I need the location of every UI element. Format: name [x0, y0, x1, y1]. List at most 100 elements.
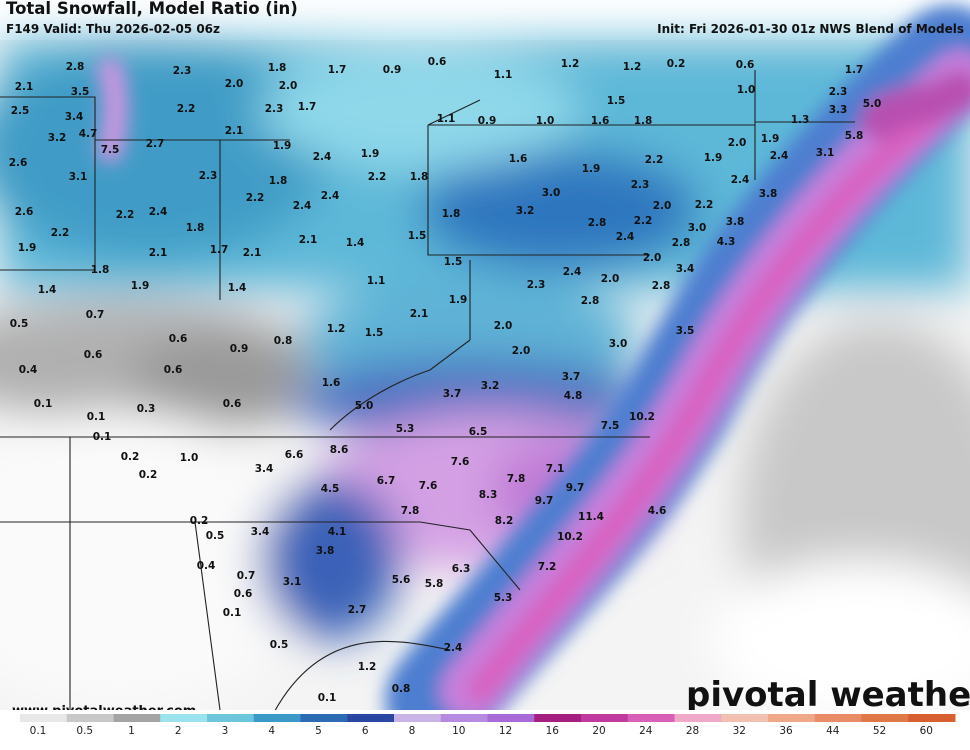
snowfall-label: 2.2: [645, 154, 664, 166]
colorbar-label: 24: [639, 725, 653, 737]
snowfall-label: 2.8: [652, 280, 671, 292]
snowfall-label: 0.6: [736, 59, 755, 71]
snowfall-label: 1.2: [327, 323, 346, 335]
snowfall-label: 1.1: [367, 275, 386, 287]
snowfall-label: 3.7: [562, 371, 581, 383]
snowfall-label: 11.4: [578, 511, 604, 523]
snowfall-label: 2.2: [695, 199, 714, 211]
title: Total Snowfall, Model Ratio (in): [6, 0, 298, 18]
snowfall-label: 2.0: [512, 345, 531, 357]
colorbar-swatch: [768, 714, 816, 722]
snowfall-label: 5.0: [355, 400, 374, 412]
colorbar: 0.1 0.5 1 2 3 4 5 6 8 10 12 16 20 24 28 32 36 44 52 60: [20, 714, 956, 737]
snowfall-label: 2.4: [770, 150, 789, 162]
snowfall-label: 2.7: [348, 604, 367, 616]
snowfall-label: 7.1: [546, 463, 565, 475]
snowfall-label: 6.7: [377, 475, 396, 487]
snowfall-label: 1.2: [623, 61, 642, 73]
snowfall-label: 0.1: [318, 692, 337, 704]
snowfall-label: 2.0: [225, 78, 244, 90]
snowfall-label: 0.5: [10, 318, 29, 330]
snowfall-label: 7.2: [538, 561, 557, 573]
colorbar-swatch: [627, 714, 675, 722]
snowfall-label: 2.6: [9, 157, 28, 169]
snowfall-label: 0.1: [34, 398, 53, 410]
snowfall-label: 5.0: [863, 98, 882, 110]
colorbar-label: 44: [826, 725, 840, 737]
snowfall-label: 8.3: [479, 489, 498, 501]
snowfall-label: 2.3: [199, 170, 218, 182]
snowfall-label: 1.8: [186, 222, 205, 234]
snowfall-label: 8.2: [495, 515, 514, 527]
snowfall-label: 1.1: [437, 113, 456, 125]
colorbar-label: 32: [733, 725, 746, 737]
snowfall-label: 7.5: [601, 420, 620, 432]
logo: pivotal weather: [686, 675, 970, 715]
snowfall-label: 2.1: [299, 234, 318, 246]
snowfall-label: 0.9: [230, 343, 249, 355]
colorbar-label: 4: [268, 725, 275, 737]
snowfall-label: 2.8: [66, 61, 85, 73]
snowfall-label: 1.9: [449, 294, 468, 306]
snowfall-label: 0.6: [164, 364, 183, 376]
snowfall-label: 3.1: [69, 171, 88, 183]
snowfall-label: 0.6: [223, 398, 242, 410]
snowfall-label: 7.5: [101, 144, 120, 156]
colorbar-label: 10: [452, 725, 465, 737]
snowfall-label: 3.3: [829, 104, 848, 116]
snowfall-label: 0.2: [139, 469, 158, 481]
colorbar-swatch: [253, 714, 301, 722]
snowfall-label: 2.3: [173, 65, 192, 77]
colorbar-label: 20: [592, 725, 605, 737]
snowfall-label: 2.3: [527, 279, 546, 291]
snowfall-label: 2.7: [146, 138, 165, 150]
snowfall-label: 2.0: [601, 273, 620, 285]
snowfall-label: 1.0: [737, 84, 756, 96]
snowfall-label: 4.1: [328, 526, 347, 538]
snowfall-label: 1.5: [607, 95, 626, 107]
snowfall-label: 0.7: [237, 570, 256, 582]
snowfall-label: 0.4: [19, 364, 38, 376]
colorbar-swatch: [674, 714, 722, 722]
snowfall-label: 2.8: [588, 217, 607, 229]
snowfall-label: 0.6: [234, 588, 253, 600]
snowfall-label: 5.8: [425, 578, 444, 590]
snowfall-label: 2.4: [149, 206, 168, 218]
snowfall-label: 1.7: [298, 101, 317, 113]
snowfall-label: 3.4: [255, 463, 274, 475]
snowfall-label: 1.9: [131, 280, 150, 292]
snowfall-label: 9.7: [535, 495, 554, 507]
snowfall-label: 0.3: [137, 403, 156, 415]
snowfall-label: 2.3: [631, 179, 650, 191]
snowfall-label: 3.1: [816, 147, 835, 159]
snowfall-label: 1.4: [228, 282, 247, 294]
snowfall-label: 2.2: [246, 192, 265, 204]
snowfall-label: 3.4: [676, 263, 695, 275]
snowfall-label: 2.6: [15, 206, 34, 218]
snowfall-label: 0.2: [667, 58, 686, 70]
colorbar-swatch: [347, 714, 395, 722]
snowfall-label: 1.7: [845, 64, 864, 76]
colorbar-label: 16: [546, 725, 560, 737]
colorbar-swatch: [721, 714, 769, 722]
snowfall-label: 0.6: [84, 349, 103, 361]
snowfall-label: 3.2: [481, 380, 500, 392]
snowfall-label: 1.4: [38, 284, 57, 296]
snowfall-label: 9.7: [566, 482, 585, 494]
map-labels: 2.82.1 3.52.5 3.44.73.27.5 2.72.63.12.32.01…: [9, 56, 882, 704]
snowfall-label: 0.5: [270, 639, 289, 651]
snowfall-label: 7.8: [507, 473, 526, 485]
snowfall-label: 3.0: [542, 187, 561, 199]
snowfall-label: 0.6: [169, 333, 188, 345]
snowfall-label: 1.7: [210, 244, 229, 256]
snowfall-label: 4.5: [321, 483, 340, 495]
snowfall-label: 2.1: [225, 125, 244, 137]
colorbar-label: 36: [779, 725, 793, 737]
snowfall-label: 3.8: [316, 545, 335, 557]
snowfall-label: 4.6: [648, 505, 667, 517]
colorbar-swatch: [581, 714, 629, 722]
snowfall-label: 3.1: [283, 576, 302, 588]
snowfall-label: 2.4: [293, 200, 312, 212]
snowfall-label: 0.5: [206, 530, 225, 542]
snowfall-label: 1.8: [410, 171, 429, 183]
